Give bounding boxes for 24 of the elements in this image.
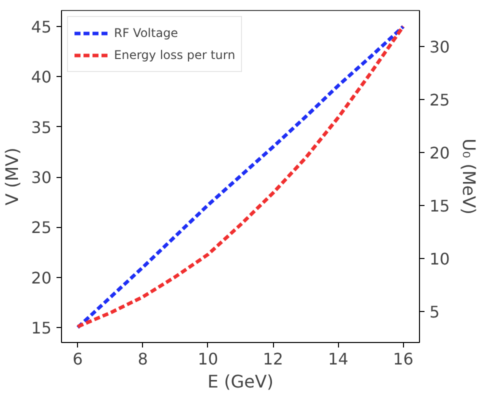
y2-tick-label: 5 bbox=[430, 302, 440, 322]
x-tick-label: 8 bbox=[138, 350, 148, 368]
legend-label: RF Voltage bbox=[114, 26, 178, 40]
y-axis-title: V (MV) bbox=[3, 148, 24, 206]
y2-tick-label: 30 bbox=[430, 38, 450, 57]
y2-tick-label: 10 bbox=[430, 250, 450, 269]
x-tick-label: 12 bbox=[262, 350, 284, 368]
y-tick-label: 30 bbox=[31, 168, 52, 187]
y2-tick-label: 15 bbox=[430, 196, 450, 216]
y-tick-label: 35 bbox=[31, 118, 52, 137]
y-tick-label: 45 bbox=[31, 18, 52, 37]
legend-label: Energy loss per turn bbox=[114, 48, 236, 62]
y-tick-label: 40 bbox=[31, 68, 52, 87]
y-tick-label: 25 bbox=[31, 218, 52, 238]
x-axis-title: E (GeV) bbox=[208, 372, 274, 392]
x-tick-label: 14 bbox=[328, 350, 348, 368]
y2-tick-label: 25 bbox=[430, 90, 450, 110]
x-tick-label: 10 bbox=[198, 350, 218, 368]
x-tick-label: 6 bbox=[72, 350, 83, 368]
y-tick-label: 20 bbox=[31, 268, 52, 288]
y2-axis-title: U₀ (MeV) bbox=[458, 138, 478, 215]
x-tick-label: 16 bbox=[393, 350, 414, 368]
y2-tick-label: 20 bbox=[430, 144, 450, 163]
y-tick-label: 15 bbox=[31, 318, 52, 338]
